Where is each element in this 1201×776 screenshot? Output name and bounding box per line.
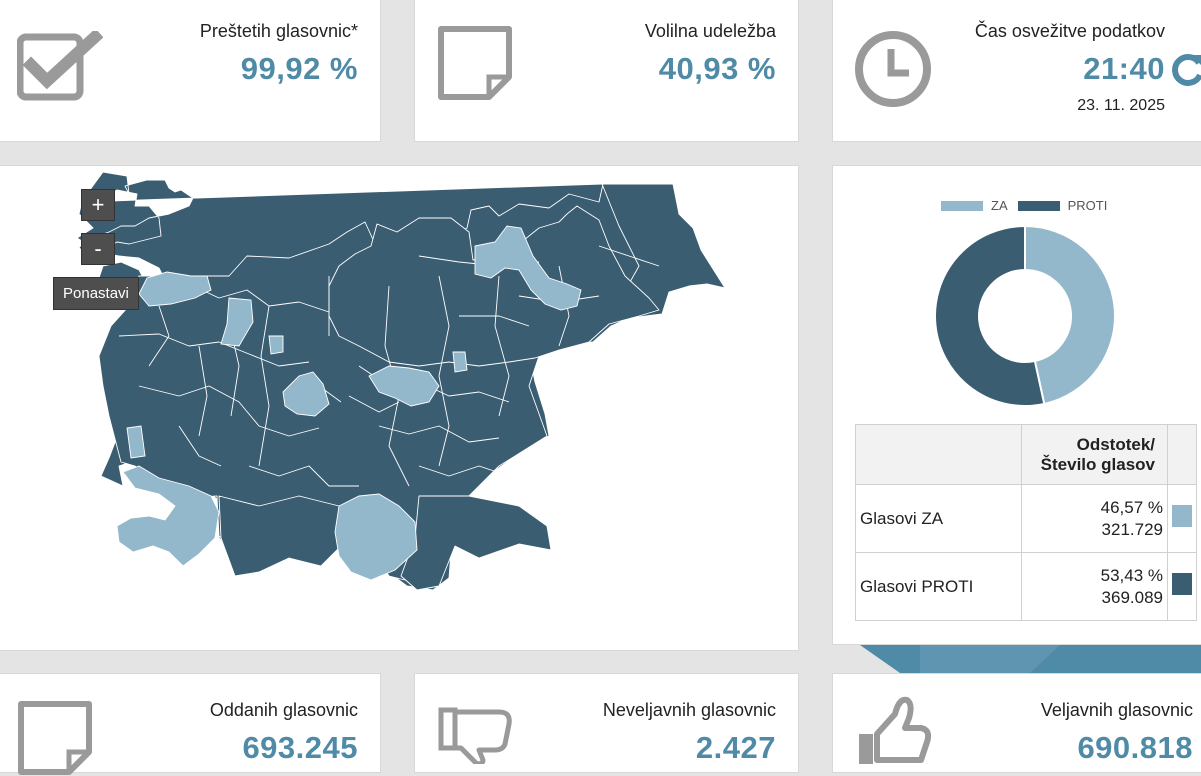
results-panel: ZA PROTI Odstotek/ Število glasov Glasov… bbox=[832, 165, 1201, 645]
refresh-icon[interactable] bbox=[1171, 51, 1201, 87]
results-table: Odstotek/ Število glasov Glasovi ZA 46,5… bbox=[855, 424, 1197, 621]
stat-value: 693.245 bbox=[242, 730, 358, 765]
stat-date: 23. 11. 2025 bbox=[1077, 97, 1165, 114]
header-line-2: Število glasov bbox=[1040, 454, 1155, 474]
map-region-za-ljubljana bbox=[282, 371, 330, 417]
map-region-proti-south bbox=[218, 495, 342, 577]
donut-chart[interactable] bbox=[933, 224, 1117, 408]
row-label: Glasovi PROTI bbox=[855, 552, 1022, 621]
map-region-za-small-1 bbox=[452, 351, 468, 373]
row-count: 369.089 bbox=[1101, 587, 1163, 607]
stat-card-valid: Veljavnih glasovnic 690.818 bbox=[832, 673, 1201, 773]
map-region-za-small-2 bbox=[268, 335, 284, 355]
thumbs-down-icon bbox=[438, 707, 512, 764]
stat-value: 690.818 bbox=[1077, 730, 1193, 765]
stat-value: 99,92 % bbox=[240, 51, 358, 86]
map-region-za-west bbox=[126, 425, 146, 459]
stat-label: Neveljavnih glasovnic bbox=[602, 700, 776, 720]
zoom-in-button[interactable]: + bbox=[81, 189, 115, 221]
row-color-cell bbox=[1167, 484, 1197, 553]
header-percent-count: Odstotek/ Število glasov bbox=[1021, 424, 1168, 485]
legend-swatch-za bbox=[941, 200, 983, 211]
stat-value: 21:40 bbox=[1083, 51, 1165, 86]
chart-legend: ZA PROTI bbox=[941, 198, 1117, 213]
stat-label: Čas osvežitve podatkov bbox=[974, 21, 1165, 41]
stat-label: Volilna udeležba bbox=[644, 21, 776, 41]
legend-label-proti: PROTI bbox=[1067, 198, 1108, 213]
header-color bbox=[1167, 424, 1197, 485]
zoom-out-button[interactable]: - bbox=[81, 233, 115, 265]
donut-slice-za[interactable] bbox=[1024, 224, 1116, 406]
stat-card-turnout: Volilna udeležba 40,93 % bbox=[414, 0, 799, 142]
stat-card-invalid: Neveljavnih glasovnic 2.427 bbox=[414, 673, 799, 773]
legend-swatch-proti bbox=[1017, 200, 1060, 211]
stat-card-cast: Oddanih glasovnic 693.245 bbox=[0, 673, 381, 775]
stat-label: Oddanih glasovnic bbox=[209, 700, 358, 720]
row-color-cell bbox=[1167, 552, 1197, 621]
decorative-band bbox=[860, 645, 1201, 673]
map-region-za-north bbox=[474, 225, 582, 311]
map-region-proti-north bbox=[328, 205, 660, 367]
header-line-1: Odstotek/ bbox=[1076, 434, 1155, 454]
color-chip-proti bbox=[1172, 573, 1192, 595]
stat-value: 40,93 % bbox=[658, 51, 776, 86]
donut-slice-proti[interactable] bbox=[934, 224, 1046, 407]
stat-label: Preštetih glasovnic* bbox=[199, 21, 358, 41]
table-row-za: Glasovi ZA 46,57 % 321.729 bbox=[855, 484, 1197, 553]
map-region-za-northwest bbox=[138, 271, 212, 307]
header-empty bbox=[855, 424, 1022, 485]
legend-label-za: ZA bbox=[991, 198, 1008, 213]
sticky-note-icon bbox=[438, 26, 512, 100]
clock-icon bbox=[855, 31, 931, 107]
map-region-za-coast bbox=[116, 465, 220, 567]
row-values: 46,57 % 321.729 bbox=[1021, 484, 1168, 553]
checkbox-icon bbox=[17, 31, 103, 101]
stat-card-counted: Preštetih glasovnic* 99,92 % bbox=[0, 0, 381, 142]
results-header-row: Odstotek/ Število glasov bbox=[855, 424, 1197, 485]
table-row-proti: Glasovi PROTI 53,43 % 369.089 bbox=[855, 552, 1197, 621]
row-values: 53,43 % 369.089 bbox=[1021, 552, 1168, 621]
row-percent: 53,43 % bbox=[1100, 565, 1163, 585]
slovenia-municipality-map[interactable] bbox=[0, 166, 799, 652]
reset-map-button[interactable]: Ponastavi bbox=[53, 277, 139, 310]
map-region-za-kranjska bbox=[220, 297, 254, 347]
color-chip-za bbox=[1172, 505, 1192, 527]
map-region-proti-southeast bbox=[400, 495, 552, 591]
stat-value: 2.427 bbox=[695, 730, 776, 765]
map-region-za-east-center bbox=[368, 365, 440, 407]
row-percent: 46,57 % bbox=[1100, 497, 1163, 517]
map-region-za-kocevje bbox=[334, 493, 418, 581]
row-label: Glasovi ZA bbox=[855, 484, 1022, 553]
map-panel[interactable]: + - Ponastavi bbox=[0, 165, 799, 651]
stat-label: Veljavnih glasovnic bbox=[1040, 700, 1193, 720]
stat-card-refresh-time: Čas osvežitve podatkov 21:40 23. 11. 202… bbox=[832, 0, 1201, 142]
row-count: 321.729 bbox=[1101, 519, 1163, 539]
thumbs-up-icon bbox=[859, 696, 932, 764]
